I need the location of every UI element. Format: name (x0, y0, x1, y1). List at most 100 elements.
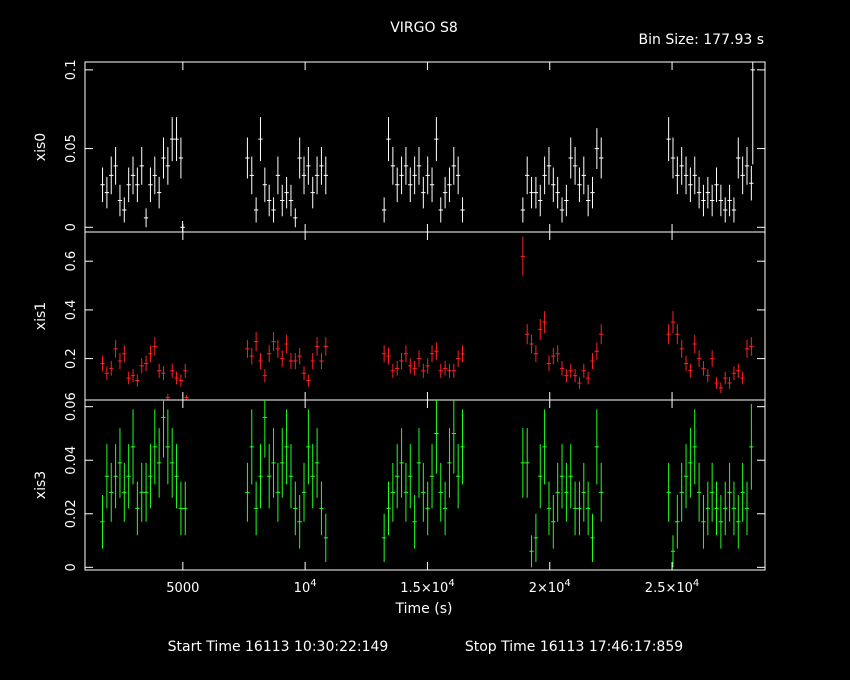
data-point (696, 176, 702, 209)
data-point (425, 481, 430, 536)
data-point (271, 197, 276, 223)
data-point (253, 332, 259, 352)
data-point (590, 513, 595, 562)
data-point (679, 462, 684, 522)
y-tick-label: 0.6 (64, 251, 79, 272)
data-point (284, 176, 289, 209)
data-point (148, 345, 153, 363)
data-point (546, 481, 552, 536)
data-point (723, 481, 728, 536)
data-point (585, 184, 591, 217)
data-point (293, 208, 298, 228)
data-point (152, 337, 157, 356)
data-point (416, 350, 422, 367)
data-point (705, 176, 710, 209)
data-point (253, 197, 259, 223)
data-point (297, 495, 302, 549)
data-point (594, 128, 600, 170)
data-point (692, 156, 697, 195)
data-point (520, 428, 526, 498)
data-point (395, 167, 400, 203)
data-point (174, 444, 179, 509)
data-point (564, 462, 569, 522)
data-point (258, 117, 263, 162)
data-point (666, 117, 671, 162)
data-point (275, 462, 281, 522)
data-point (542, 311, 547, 334)
x-axis: 5000 104 1.5×104 2×104 2.5×104 (166, 578, 699, 596)
data-point (529, 535, 534, 568)
data-point (568, 444, 573, 509)
data-point (442, 361, 448, 376)
data-point (280, 428, 285, 498)
data-point (736, 495, 741, 549)
data-point (744, 339, 750, 358)
data-point (572, 147, 578, 185)
data-point (442, 481, 448, 536)
data-point (529, 334, 534, 354)
data-point (156, 363, 162, 378)
data-point (546, 355, 552, 372)
data-point (386, 347, 391, 365)
data-point (594, 409, 600, 485)
data-point (301, 156, 307, 195)
panel-frame (84, 231, 766, 401)
data-point (727, 462, 732, 522)
data-point (139, 462, 144, 522)
data-point (675, 495, 680, 549)
y-tick-label: 0.02 (64, 499, 79, 528)
data-point (399, 353, 404, 370)
data-point (284, 409, 289, 485)
data-point (306, 409, 311, 485)
data-point (249, 347, 254, 365)
data-point (271, 332, 276, 352)
data-point (705, 369, 710, 383)
data-point (736, 137, 741, 179)
panel-frame (84, 399, 766, 571)
y-tick-label: 0.04 (64, 446, 79, 475)
data-point (581, 363, 586, 378)
y-tick-label: 0.06 (64, 392, 79, 421)
data-point (310, 353, 315, 370)
data-point (696, 350, 702, 367)
data-point (148, 444, 153, 509)
data-point (113, 339, 118, 358)
data-point (718, 382, 724, 394)
y-tick-label: 0.2 (64, 348, 79, 369)
data-point (590, 176, 595, 209)
data-point (104, 366, 110, 381)
data-point (744, 147, 750, 185)
data-point (520, 197, 526, 223)
data-point (683, 355, 689, 372)
x-tick-label: 2×104 (529, 578, 571, 596)
data-point (280, 350, 285, 367)
data-point (455, 444, 461, 509)
data-point (585, 481, 591, 536)
data-point (429, 167, 435, 203)
data-point (551, 167, 556, 203)
data-point (258, 444, 263, 509)
data-point (104, 176, 110, 209)
data-point (314, 156, 320, 195)
data-point (709, 350, 715, 367)
data-point (113, 147, 118, 185)
data-point (319, 147, 324, 185)
data-point (126, 444, 131, 509)
data-point (381, 513, 387, 562)
data-point (750, 62, 755, 165)
y-tick-label: 0.1 (64, 60, 79, 81)
data-point (438, 197, 443, 223)
data-point (692, 409, 697, 485)
y-tick-label: 0.05 (64, 134, 79, 163)
data-point (525, 428, 530, 498)
data-point (395, 444, 400, 509)
data-point (585, 371, 591, 385)
data-point (546, 147, 552, 185)
data-point (262, 167, 268, 203)
data-point (727, 377, 732, 389)
data-point (572, 369, 578, 383)
data-point (390, 462, 396, 522)
data-point (577, 481, 582, 536)
data-point (438, 462, 443, 522)
data-point (253, 481, 259, 536)
